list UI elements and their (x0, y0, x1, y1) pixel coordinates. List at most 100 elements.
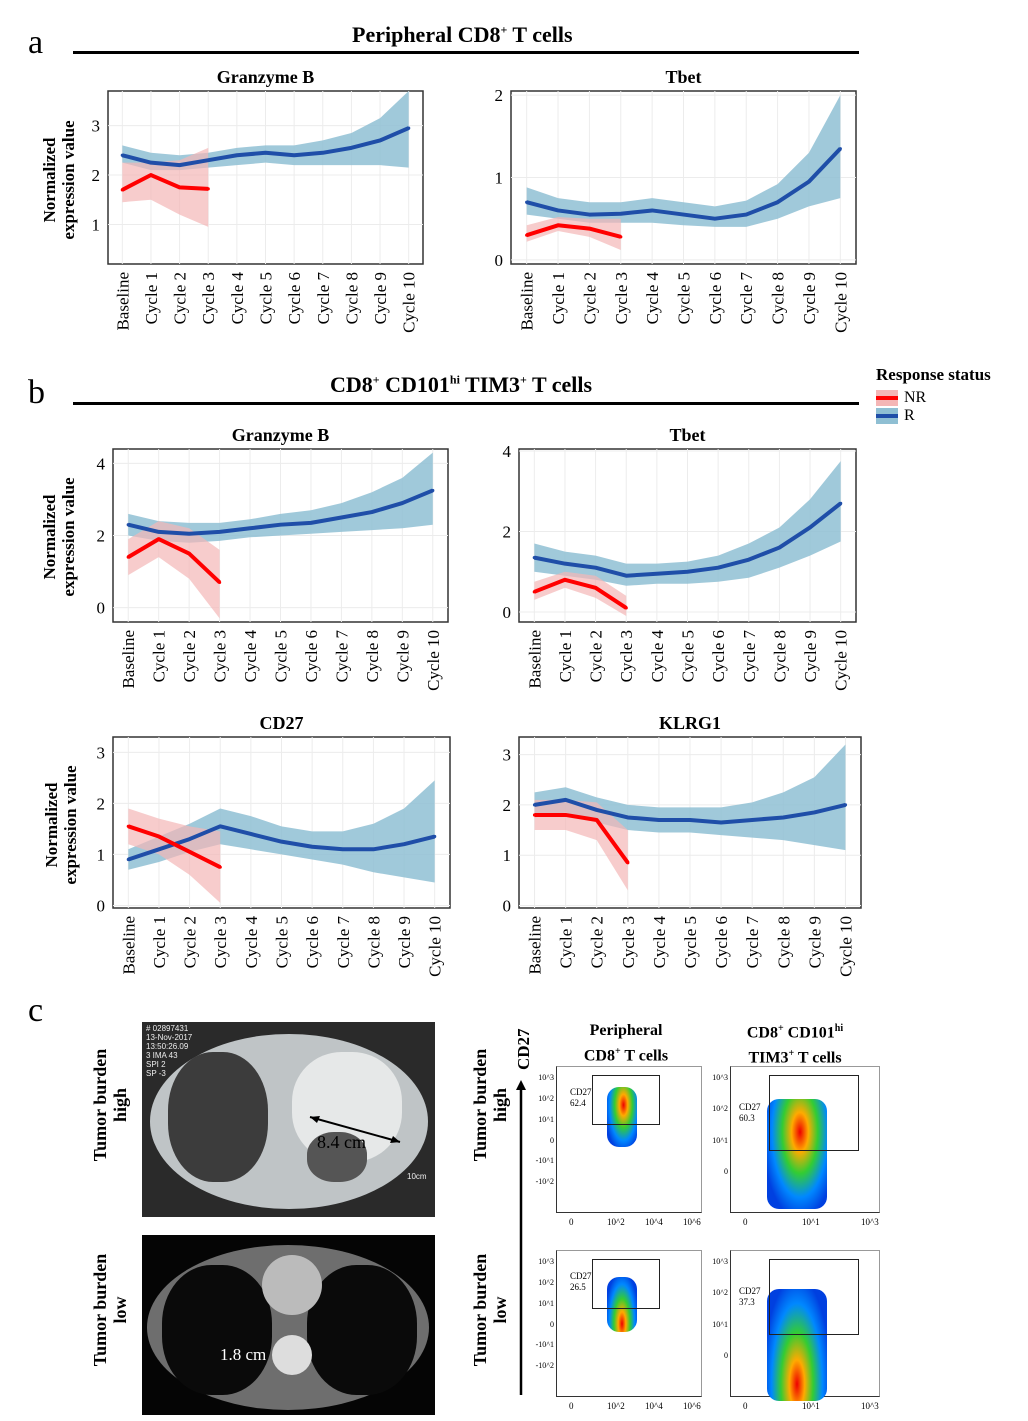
x-tick-label: Cycle 5 (257, 272, 276, 324)
chart-b-klrg1: KLRG1 0 1 2 3 Baseline Cycle 1 Cycle 2 Cycle 3 Cy… (503, 713, 862, 977)
data-point (126, 555, 130, 559)
data-point (157, 847, 161, 851)
data-point (126, 824, 130, 828)
data-point (157, 537, 161, 541)
data-point (126, 523, 130, 527)
data-point (839, 501, 843, 505)
gate[interactable] (592, 1259, 660, 1309)
data-point (187, 532, 191, 536)
data-point (563, 578, 567, 582)
gate[interactable] (592, 1075, 660, 1125)
mean-line-nr (121, 173, 209, 192)
chart-b-tbet: Tbet 0 2 4 Baseline Cycle 1 Cycle 2 Cycle 3 Cycl… (503, 425, 857, 691)
ct-image-low: 1.8 cm (142, 1235, 435, 1415)
x-tick-label: 10^1 (802, 1217, 820, 1227)
data-point (587, 226, 592, 231)
y-tick-label: 10^2 (712, 1288, 728, 1298)
y-tick-label: -10^1 (535, 1340, 554, 1350)
x-tick-label: 10^1 (802, 1401, 820, 1411)
flow-plot: CD27 37.3 0 10^1 10^3 10^3 10^2 10^1 0 (712, 1250, 880, 1411)
y-tick-label: 2 (97, 794, 106, 813)
data-point (808, 525, 812, 530)
x-tick-label: Cycle 1 (549, 272, 568, 324)
density-blob (607, 1087, 637, 1147)
ci-band-r (526, 95, 841, 227)
x-tick-label: 10^4 (645, 1401, 663, 1411)
data-point (157, 530, 161, 534)
y-tick-label: 1 (92, 215, 101, 234)
cd27-axis-arrow (516, 1080, 526, 1395)
x-tick-label: Baseline (119, 630, 138, 689)
x-tick-label: Cycle 2 (588, 916, 607, 968)
legend: Response status NR R (876, 365, 991, 425)
data-point (532, 813, 537, 817)
y-tick-label: 4 (97, 454, 106, 473)
x-tick-label: Cycle 8 (769, 272, 788, 324)
x-tick-label: Cycle 5 (681, 916, 700, 968)
x-tick-label: 0 (743, 1217, 748, 1227)
data-point (716, 566, 720, 570)
section-rule (73, 51, 859, 54)
data-point (217, 580, 222, 584)
x-tick-label: Cycle 6 (285, 272, 304, 324)
x-tick-label: Cycle 9 (800, 272, 819, 324)
data-point (657, 818, 661, 822)
legend-label: NR (904, 389, 927, 406)
y-tick-label: -10^2 (535, 1177, 554, 1187)
y-tick-label: 0 (724, 1350, 728, 1360)
data-point (650, 208, 654, 213)
data-point (564, 798, 568, 802)
measurement-label: 8.4 cm (317, 1132, 366, 1152)
x-tick-label: Cycle 4 (650, 916, 669, 969)
x-tick-label: Cycle 3 (211, 630, 230, 682)
legend-label: R (904, 407, 915, 424)
y-tick-label: -10^1 (535, 1156, 554, 1166)
data-point (349, 146, 354, 150)
x-tick-label: Cycle 10 (832, 630, 851, 691)
x-tick-label: Cycle 1 (150, 916, 169, 968)
flow-plot: CD27 26.5 0 10^2 10^4 10^6 10^3 10^2 10^1 0 -10^1 -… (536, 1250, 702, 1411)
data-point (556, 208, 560, 213)
mean-line-nr (533, 577, 628, 610)
data-point (378, 138, 382, 143)
gate-label: CD27 60.3 (739, 1102, 761, 1123)
y-tick-label: 0 (503, 603, 512, 622)
data-point (206, 187, 210, 191)
density-blob (767, 1289, 827, 1401)
flow-col-title-2: CD8+ CD101hi TIM3+ T cells (746, 1023, 844, 1067)
y-tick-label: 0 (550, 1319, 554, 1329)
data-point (263, 151, 268, 155)
flow-plot: CD27 62.4 0 10^2 10^4 10^6 10^3 10^2 10^1 0 -10^1 -… (536, 1066, 702, 1227)
chart-title: KLRG1 (659, 713, 721, 733)
measurement-label: 1.8 cm (220, 1345, 267, 1364)
x-tick-label: Cycle 1 (150, 630, 169, 682)
nr-swatch (876, 390, 898, 406)
x-tick-label: Cycle 6 (303, 916, 322, 968)
gate-label: CD27 62.4 (570, 1087, 592, 1108)
gate[interactable] (769, 1259, 859, 1335)
y-tick-label: 10^1 (712, 1135, 728, 1145)
data-point (750, 818, 754, 822)
x-tick-label: Cycle 7 (314, 272, 333, 325)
x-tick-label: Cycle 7 (740, 630, 759, 683)
gate[interactable] (769, 1075, 859, 1151)
x-tick-label: Baseline (113, 272, 132, 331)
data-point (624, 606, 628, 610)
x-tick-label: Cycle 10 (400, 272, 419, 333)
x-tick-label: Cycle 2 (180, 630, 199, 682)
y-tick-label: 10^2 (538, 1093, 554, 1103)
data-point (310, 845, 314, 849)
mean-line-nr (534, 812, 630, 864)
x-tick-label: Cycle 1 (557, 916, 576, 968)
x-tick-label: 10^4 (645, 1217, 663, 1227)
y-tick-label: 0 (724, 1166, 728, 1176)
x-tick-label: Cycle 10 (426, 916, 445, 977)
flow-row-label-low: Tumor burden low (470, 1253, 510, 1367)
r-swatch (876, 408, 898, 424)
x-tick-label: 10^3 (861, 1401, 879, 1411)
flow-plot: CD27 60.3 0 10^1 10^3 10^3 10^2 10^1 0 (712, 1066, 880, 1227)
x-tick-label: Cycle 10 (831, 272, 850, 333)
data-point (120, 153, 124, 157)
x-tick-label: 10^2 (607, 1217, 625, 1227)
data-point (619, 235, 623, 239)
